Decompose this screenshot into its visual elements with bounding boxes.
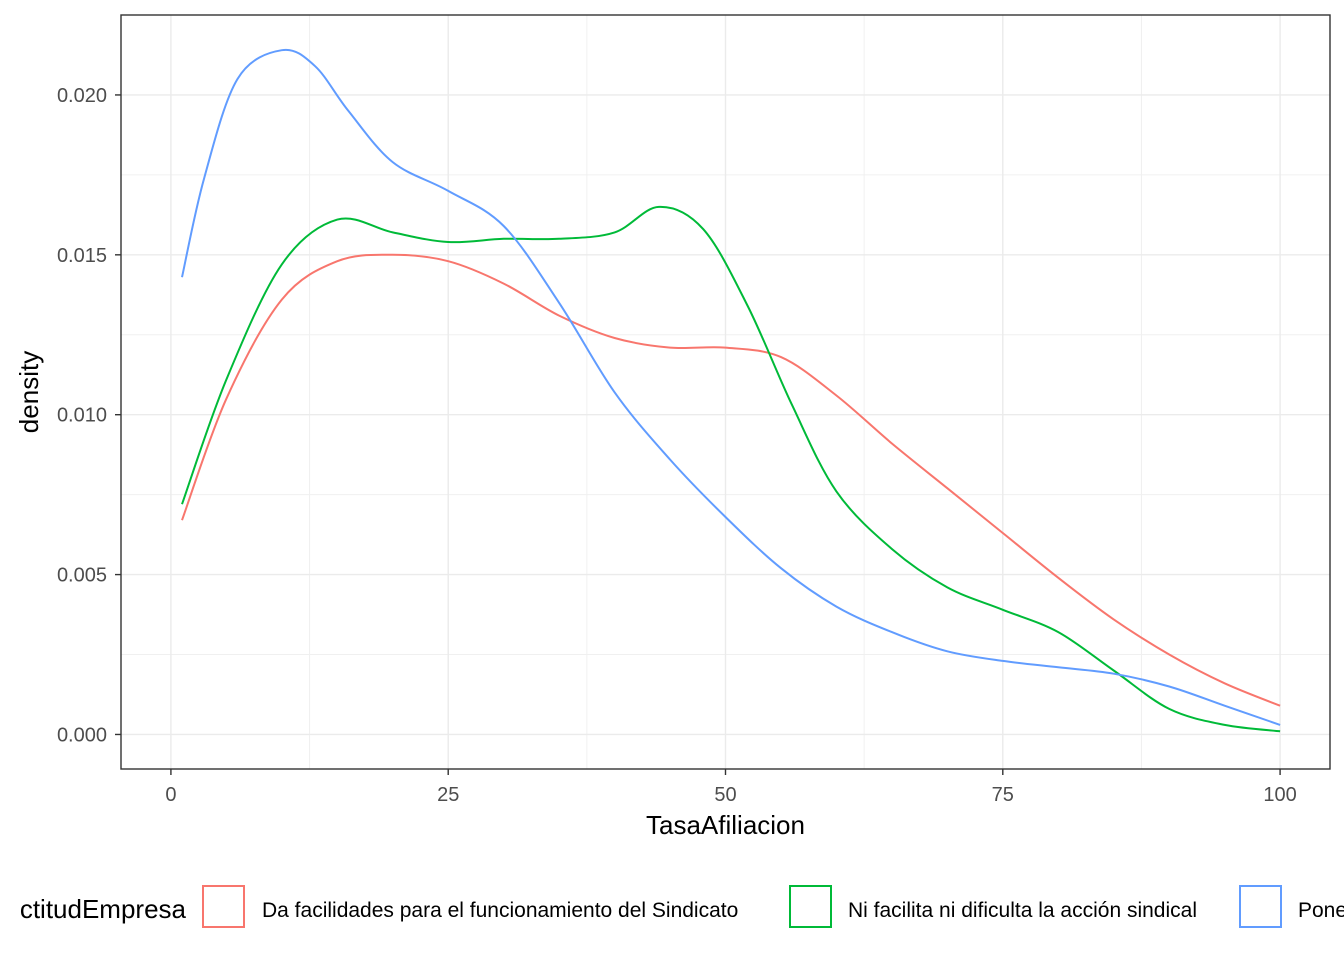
major-gridlines [121, 15, 1330, 769]
x-tick-label: 0 [165, 784, 176, 806]
x-tick-label: 75 [992, 784, 1014, 806]
legend-label: Pone [1298, 899, 1344, 922]
y-axis-title: density [14, 351, 44, 433]
legend: ctitudEmpresa Da facilidades para el fun… [20, 885, 1344, 928]
density-lines [181, 48, 1281, 733]
y-axis: 0.000 0.005 0.010 0.015 0.020 [57, 85, 121, 746]
x-tick-label: 100 [1263, 784, 1296, 806]
density-line [181, 205, 1281, 733]
y-tick-label: 0.015 [57, 245, 107, 267]
legend-title: ctitudEmpresa [20, 894, 187, 924]
y-tick-label: 0.020 [57, 85, 107, 107]
x-axis: 0 25 50 75 100 [165, 769, 1297, 806]
legend-key [202, 885, 245, 928]
y-tick-label: 0.010 [57, 405, 107, 427]
x-tick-label: 25 [437, 784, 459, 806]
legend-label: Ni facilita ni dificulta la acción sindi… [848, 899, 1197, 922]
y-tick-label: 0.000 [57, 724, 107, 746]
density-line [181, 48, 1281, 726]
x-tick-label: 50 [714, 784, 736, 806]
legend-key [1239, 885, 1282, 928]
x-axis-title: TasaAfiliacion [646, 810, 805, 840]
y-tick-label: 0.005 [57, 565, 107, 587]
density-line [181, 253, 1281, 707]
legend-key [789, 885, 832, 928]
legend-label: Da facilidades para el funcionamiento de… [262, 899, 738, 922]
